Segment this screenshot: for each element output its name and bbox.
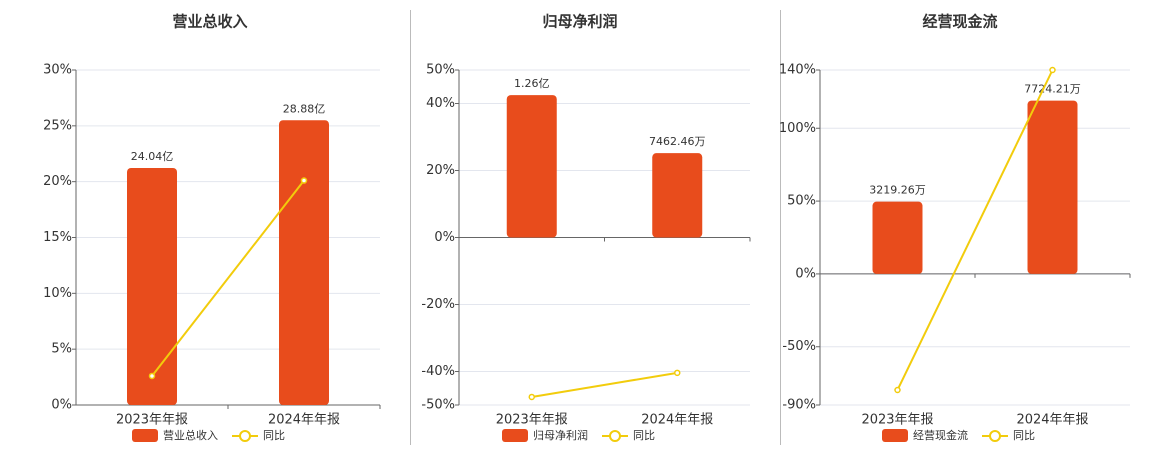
y-tick-label: 20% — [426, 163, 455, 178]
legend-swatch — [989, 430, 1001, 442]
x-tick-label: 2023年年报 — [496, 413, 568, 428]
value-label: 28.88亿 — [283, 102, 326, 115]
y-tick-label: 30% — [43, 63, 72, 78]
point — [894, 386, 901, 394]
y-tick-label: 10% — [43, 286, 72, 301]
y-tick-label: -40% — [421, 364, 455, 379]
y-tick-label: 100% — [779, 121, 816, 136]
x-tick-label: 2024年年报 — [641, 413, 713, 428]
bar — [279, 120, 329, 405]
y-tick-label: 20% — [43, 174, 72, 189]
bar — [127, 167, 177, 405]
y-tick-label: 0% — [51, 398, 72, 413]
y-tick-label: -50% — [782, 339, 816, 354]
line — [896, 69, 1054, 391]
chart-title: 营业总收入 — [172, 13, 247, 31]
point — [300, 177, 308, 184]
legend-label: 营业总收入 — [163, 428, 218, 442]
y-tick-label: 0% — [434, 230, 455, 245]
y-tick-label: 50% — [787, 194, 816, 209]
value-label: 3219.26万 — [869, 184, 926, 197]
bar — [872, 201, 923, 274]
legend-swatch — [882, 429, 908, 442]
value-label: 24.04亿 — [131, 150, 174, 163]
legend-swatch — [502, 429, 528, 442]
value-label: 7724.21万 — [1024, 83, 1081, 96]
value-label: 1.26亿 — [514, 77, 550, 90]
y-tick-label: -90% — [782, 398, 816, 413]
x-tick-label: 2024年年报 — [1016, 413, 1088, 428]
y-tick-label: 140% — [779, 63, 816, 78]
y-tick-label: 15% — [43, 230, 72, 245]
bar — [1027, 100, 1078, 274]
bar — [506, 95, 557, 238]
chart-title: 经营现金流 — [922, 13, 997, 31]
bar — [652, 153, 703, 238]
legend-label: 归母净利润 — [533, 428, 588, 442]
y-tick-label: 40% — [426, 96, 455, 111]
legend-label: 经营现金流 — [913, 428, 968, 442]
point — [1049, 66, 1056, 74]
x-tick-label: 2023年年报 — [861, 413, 933, 428]
line — [151, 179, 305, 377]
legend-swatch — [239, 430, 251, 442]
y-tick-label: -20% — [421, 297, 455, 312]
y-tick-label: 5% — [51, 342, 72, 357]
point — [528, 393, 535, 401]
point — [148, 372, 156, 380]
value-label: 7462.46万 — [649, 135, 706, 148]
line — [531, 371, 678, 398]
x-tick-label: 2024年年报 — [268, 413, 340, 428]
legend-label: 同比 — [263, 429, 285, 442]
legend-label: 同比 — [1013, 429, 1035, 442]
chart-title: 归母净利润 — [542, 13, 617, 31]
legend-swatch — [609, 430, 621, 442]
y-tick-label: 0% — [795, 266, 816, 281]
y-tick-label: 50% — [426, 63, 455, 78]
legend-label: 同比 — [633, 429, 655, 442]
y-tick-label: 25% — [43, 118, 72, 133]
point — [674, 369, 681, 377]
x-tick-label: 2023年年报 — [116, 413, 188, 428]
y-tick-label: -50% — [421, 398, 455, 413]
legend-swatch — [132, 429, 158, 442]
